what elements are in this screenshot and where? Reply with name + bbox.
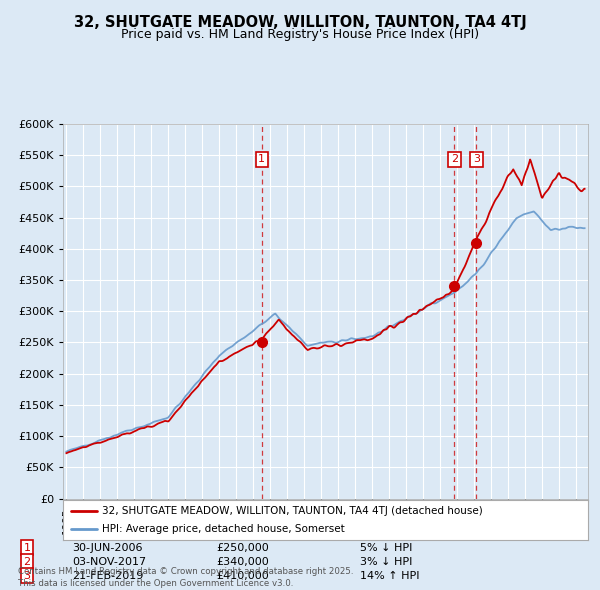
Text: 1: 1 [258,155,265,165]
Text: HPI: Average price, detached house, Somerset: HPI: Average price, detached house, Some… [103,524,345,534]
Text: 14% ↑ HPI: 14% ↑ HPI [360,571,419,581]
Text: Price paid vs. HM Land Registry's House Price Index (HPI): Price paid vs. HM Land Registry's House … [121,28,479,41]
Text: £410,000: £410,000 [216,571,269,581]
Text: £340,000: £340,000 [216,557,269,566]
Text: 21-FEB-2019: 21-FEB-2019 [72,571,143,581]
Text: 30-JUN-2006: 30-JUN-2006 [72,543,143,552]
Text: 32, SHUTGATE MEADOW, WILLITON, TAUNTON, TA4 4TJ: 32, SHUTGATE MEADOW, WILLITON, TAUNTON, … [74,15,526,30]
Text: 3: 3 [473,155,480,165]
Text: 03-NOV-2017: 03-NOV-2017 [72,557,146,566]
Text: Contains HM Land Registry data © Crown copyright and database right 2025.
This d: Contains HM Land Registry data © Crown c… [18,568,353,588]
Text: 1: 1 [23,543,31,552]
Text: 3: 3 [23,571,31,581]
Text: 2: 2 [23,557,31,566]
Text: 32, SHUTGATE MEADOW, WILLITON, TAUNTON, TA4 4TJ (detached house): 32, SHUTGATE MEADOW, WILLITON, TAUNTON, … [103,506,483,516]
Text: 3% ↓ HPI: 3% ↓ HPI [360,557,412,566]
Text: 2: 2 [451,155,458,165]
Text: £250,000: £250,000 [216,543,269,552]
Text: 5% ↓ HPI: 5% ↓ HPI [360,543,412,552]
